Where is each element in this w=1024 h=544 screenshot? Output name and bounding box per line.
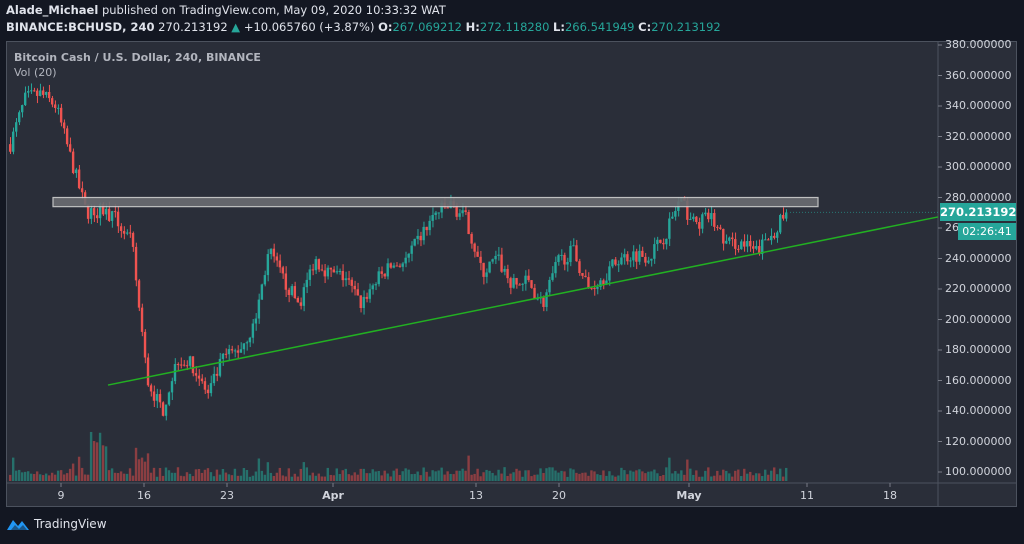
time-tick-label: 9 <box>57 489 65 502</box>
time-tick-label: 18 <box>883 489 897 502</box>
price-tick-label: 300.000000 <box>945 160 1012 173</box>
price-tick-label: 360.000000 <box>945 68 1012 82</box>
up-arrow-icon: ▲ <box>231 20 241 34</box>
low-value: 266.541949 <box>564 20 635 34</box>
time-tick-label: 23 <box>220 489 234 502</box>
time-tick-label: May <box>676 489 702 502</box>
publish-info: Alade_Michael published on TradingView.c… <box>6 3 446 17</box>
publish-text: published on TradingView.com, May 09, 20… <box>101 3 446 17</box>
price-tick-label: 220.000000 <box>945 282 1012 295</box>
author-name: Alade_Michael <box>6 3 99 17</box>
bar-countdown-tag: 02:26:41 <box>958 223 1016 240</box>
tradingview-cloud-icon <box>7 520 29 530</box>
last-price-tag: 270.213192 <box>940 203 1017 221</box>
time-tick-label: 11 <box>800 489 814 502</box>
brand-name: TradingView <box>34 517 107 531</box>
chart-legend: Bitcoin Cash / U.S. Dollar, 240, BINANCE… <box>14 50 261 80</box>
price-tick-label: 340.000000 <box>945 99 1012 112</box>
last-price: 270.213192 <box>158 20 228 34</box>
time-tick-label: 20 <box>552 489 566 502</box>
price-tick-label: 240.000000 <box>945 251 1012 265</box>
chart-panel[interactable] <box>6 41 1017 507</box>
high-value: 272.118280 <box>479 20 550 34</box>
high-label: H: <box>465 20 480 34</box>
price-tick-label: 160.000000 <box>945 373 1012 387</box>
price-tick-label: 320.000000 <box>945 129 1012 143</box>
time-tick-label: Apr <box>322 489 344 502</box>
close-label: C: <box>638 20 652 34</box>
volume-label: Vol (20) <box>14 66 57 79</box>
series-title: Bitcoin Cash / U.S. Dollar, 240, BINANCE <box>14 51 261 64</box>
change-value: +10.065760 (+3.87%) <box>243 20 375 34</box>
open-value: 267.069212 <box>392 20 462 34</box>
low-label: L: <box>553 20 565 34</box>
ohlc-bar: BINANCE:BCHUSD, 240 270.213192 ▲ +10.065… <box>6 20 721 34</box>
price-tick-label: 140.000000 <box>945 404 1012 417</box>
price-tick-label: 120.000000 <box>945 434 1012 448</box>
price-tick-label: 280.000000 <box>945 190 1012 204</box>
price-tick-label: 380.000000 <box>945 38 1012 51</box>
price-tick-label: 200.000000 <box>945 312 1012 326</box>
symbol-label: BINANCE:BCHUSD, 240 <box>6 20 155 34</box>
price-tick-label: 100.000000 <box>945 465 1012 478</box>
time-tick-label: 16 <box>137 489 151 502</box>
close-value: 270.213192 <box>651 20 721 34</box>
tradingview-logo[interactable]: TradingView <box>6 517 107 531</box>
price-tick-label: 180.000000 <box>945 343 1012 356</box>
time-tick-label: 13 <box>469 489 483 502</box>
open-label: O: <box>378 20 393 34</box>
